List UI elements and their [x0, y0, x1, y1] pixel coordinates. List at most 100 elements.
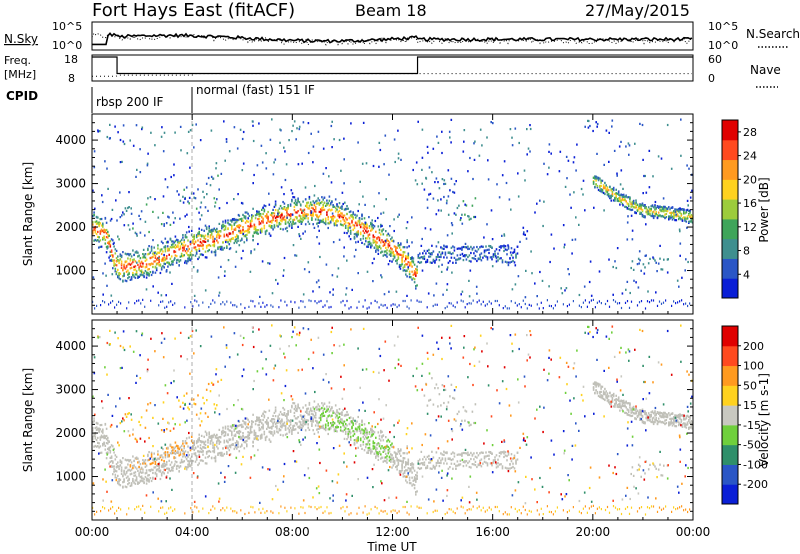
range-cell: [178, 264, 180, 267]
range-cell: [117, 268, 119, 271]
range-cell: [147, 268, 149, 271]
range-cell: [116, 303, 118, 306]
range-cell: [404, 299, 406, 303]
range-cell: [97, 216, 99, 219]
range-cell: [262, 425, 264, 428]
range-cell: [410, 469, 412, 472]
range-cell: [264, 411, 267, 414]
range-cell: [449, 189, 451, 192]
range-cell: [287, 427, 289, 430]
range-cell: [288, 139, 290, 142]
range-cell: [346, 438, 348, 441]
range-cell: [413, 273, 416, 276]
range-cell: [283, 202, 286, 205]
range-cell: [380, 457, 382, 460]
range-cell: [198, 227, 200, 230]
range-cell: [306, 407, 308, 410]
range-cell: [308, 413, 311, 416]
range-cell: [607, 193, 610, 196]
range-cell: [207, 441, 209, 444]
range-cell: [106, 135, 109, 139]
range-cell: [302, 200, 304, 203]
range-cell: [274, 422, 277, 425]
range-cell: [238, 224, 241, 227]
range-cell: [214, 407, 217, 410]
range-cell: [162, 258, 164, 261]
range-cell: [204, 446, 207, 449]
range-cell: [194, 403, 197, 406]
range-cell: [634, 203, 636, 206]
range-cell: [277, 431, 279, 434]
range-cell: [268, 220, 271, 223]
range-cell: [149, 463, 152, 466]
range-cell: [599, 395, 601, 398]
range-cell: [303, 211, 306, 214]
range-cell: [179, 461, 182, 464]
range-cell: [292, 124, 294, 127]
range-cell: [689, 220, 691, 223]
range-cell: [177, 245, 179, 248]
range-cell: [316, 222, 318, 225]
range-cell: [99, 438, 102, 441]
range-cell: [473, 158, 476, 161]
range-cell: [563, 243, 566, 246]
range-cell: [261, 227, 263, 230]
range-cell: [209, 450, 212, 453]
range-cell: [224, 431, 227, 434]
range-cell: [639, 259, 641, 262]
range-cell: [102, 428, 104, 431]
range-cell: [304, 404, 307, 407]
range-cell: [175, 261, 178, 264]
range-cell: [291, 429, 293, 432]
range-cell: [239, 430, 242, 433]
range-cell: [256, 212, 258, 215]
range-cell: [381, 430, 383, 433]
range-cell: [370, 244, 372, 247]
range-cell: [361, 215, 363, 218]
range-cell: [117, 274, 119, 277]
range-cell: [619, 194, 621, 197]
range-cell: [216, 239, 218, 242]
range-cell: [595, 385, 597, 388]
range-cell: [410, 482, 412, 485]
range-cell: [233, 223, 236, 226]
range-cell: [113, 264, 115, 267]
range-cell: [362, 234, 365, 237]
range-cell: [366, 227, 368, 230]
range-cell: [331, 208, 333, 211]
range-cell: [483, 251, 486, 254]
range-cell: [239, 239, 242, 242]
range-cell: [184, 259, 187, 263]
range-cell: [662, 197, 665, 200]
range-cell: [184, 235, 187, 238]
range-cell: [198, 230, 200, 233]
range-cell: [363, 225, 366, 228]
range-cell: [254, 431, 257, 435]
range-cell: [683, 208, 685, 211]
range-cell: [163, 256, 165, 259]
range-cell: [143, 275, 145, 279]
range-cell: [341, 223, 343, 227]
range-cell: [150, 479, 153, 483]
range-cell: [395, 259, 397, 263]
range-cell: [599, 392, 601, 395]
range-cell: [135, 273, 138, 276]
range-cell: [92, 435, 94, 439]
range-cell: [438, 255, 441, 259]
range-cell: [408, 276, 411, 279]
range-cell: [140, 477, 143, 480]
range-cell: [183, 239, 185, 242]
range-cell: [377, 216, 379, 220]
range-cell: [251, 225, 253, 228]
range-cell: [461, 246, 463, 249]
range-cell: [169, 469, 172, 473]
range-cell: [631, 208, 634, 211]
range-cell: [612, 293, 614, 296]
range-cell: [97, 445, 99, 448]
range-cell: [455, 258, 457, 261]
range-cell: [687, 260, 689, 264]
range-cell: [362, 305, 364, 308]
range-cell: [128, 301, 130, 304]
range-cell: [337, 419, 339, 422]
range-cell: [346, 207, 348, 210]
